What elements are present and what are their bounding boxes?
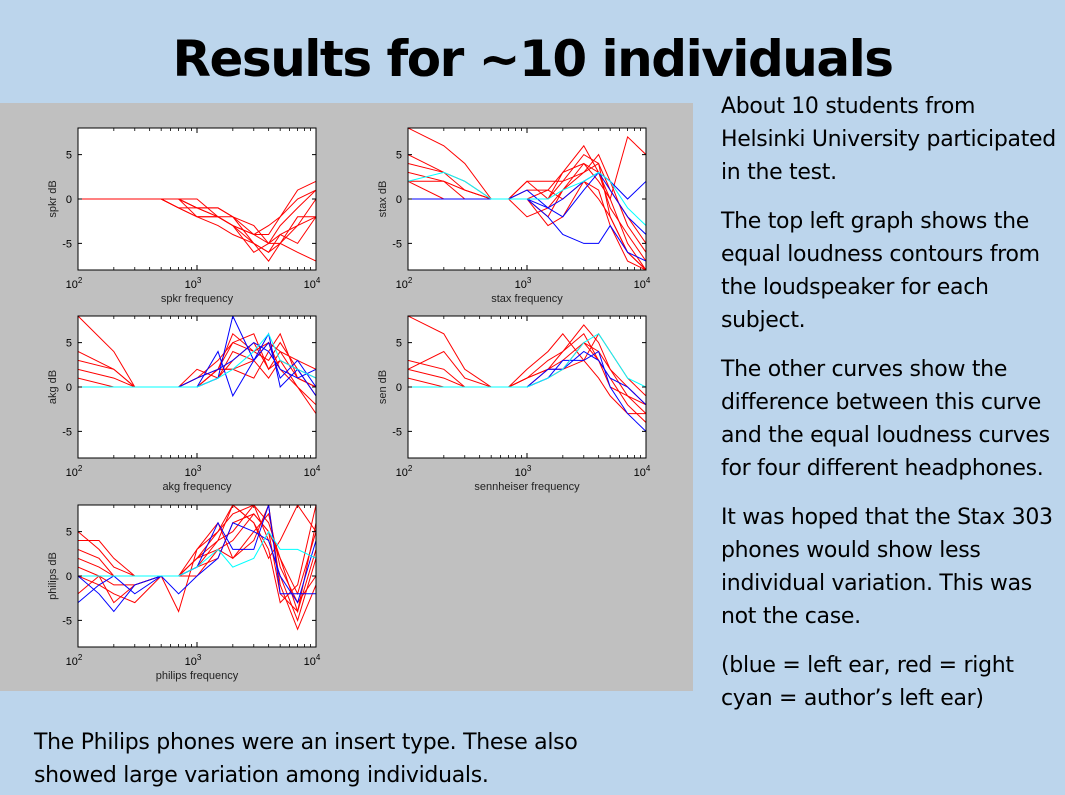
- chart-1-x-tick-label: 102: [66, 276, 83, 291]
- chart-1-y-tick-label: 0: [66, 194, 72, 206]
- chart-5-x-tick-label: 102: [66, 653, 83, 668]
- chart-2-x-tick-label: 102: [396, 276, 413, 291]
- chart-1-x-tick-label: 103: [185, 276, 202, 291]
- chart-3-series-author-11: [78, 332, 316, 388]
- chart-4-y-axis-label: sen dB: [377, 370, 389, 404]
- chart-2-x-tick-label: 104: [634, 276, 651, 291]
- chart-1-x-axis-label: spkr frequency: [161, 293, 234, 305]
- chart-2-y-axis-label: stax dB: [377, 181, 389, 218]
- chart-5-x-axis-label: philips frequency: [156, 670, 239, 682]
- chart-3-x-axis-label: akg frequency: [162, 481, 232, 493]
- chart-5-series-left-10: [78, 522, 316, 604]
- chart-4-y-tick-label: 5: [396, 338, 402, 350]
- chart-4-x-tick-label: 104: [634, 464, 651, 479]
- chart-5-x-tick-label: 103: [185, 653, 202, 668]
- chart-3-y-axis-label: akg dB: [47, 370, 59, 404]
- chart-5-series-author-11: [78, 530, 316, 577]
- chart-3-y-tick-label: 0: [66, 382, 72, 394]
- chart-2-x-tick-label: 103: [515, 276, 532, 291]
- chart-2-y-tick-label: 5: [396, 150, 402, 162]
- chart-3-x-tick-label: 102: [66, 464, 83, 479]
- paragraph-color-legend: (blue = left ear, red = right cyan = aut…: [721, 653, 1014, 711]
- paragraph-stax-hope: It was hoped that the Stax 303 phones wo…: [721, 505, 1053, 629]
- chart-3-x-tick-label: 103: [185, 464, 202, 479]
- paragraph-top-left-graph: The top left graph shows the equal loudn…: [721, 209, 1040, 333]
- chart-1-y-axis-label: spkr dB: [47, 180, 59, 217]
- philips-note: The Philips phones were an insert type. …: [34, 730, 578, 788]
- chart-3-y-tick-label: -5: [62, 426, 72, 438]
- chart-2-x-axis-label: stax frequency: [491, 293, 563, 305]
- chart-1-x-tick-label: 104: [304, 276, 321, 291]
- chart-2-y-tick-label: 0: [396, 194, 402, 206]
- paragraph-other-curves: The other curves show the difference bet…: [721, 357, 1050, 481]
- results-figure: -5 0 5 102 103 104 spkr frequency spkr dB -5 0 5 10…: [47, 127, 651, 682]
- chart-5-series-right-1: [78, 505, 316, 596]
- chart-4-y-tick-label: 0: [396, 382, 402, 394]
- chart-4-x-axis-label: sennheiser frequency: [474, 481, 580, 493]
- explanation-text: About 10 students from Helsinki Universi…: [721, 90, 1061, 731]
- chart-1-y-tick-label: 5: [66, 150, 72, 162]
- chart-4-x-tick-label: 102: [396, 464, 413, 479]
- chart-5-y-tick-label: -5: [62, 615, 72, 627]
- chart-4-series-right-1: [408, 316, 646, 415]
- figure-panel: -5 0 5 102 103 104 spkr frequency spkr dB -5 0 5 10…: [0, 103, 693, 691]
- paragraph-participants: About 10 students from Helsinki Universi…: [721, 94, 1056, 185]
- chart-5-y-axis-label: philips dB: [47, 552, 59, 600]
- chart-2-y-tick-label: -5: [392, 238, 402, 250]
- chart-5-y-tick-label: 5: [66, 527, 72, 539]
- chart-1-y-tick-label: -5: [62, 238, 72, 250]
- chart-5-series-right-8: [78, 513, 316, 614]
- chart-5-y-tick-label: 0: [66, 571, 72, 583]
- chart-2-series-author-12: [408, 171, 646, 226]
- chart-4-series-author-9: [408, 333, 646, 388]
- chart-3-x-tick-label: 104: [304, 464, 321, 479]
- chart-4-x-tick-label: 103: [515, 464, 532, 479]
- slide-title: Results for ~10 individuals: [172, 30, 894, 88]
- chart-1-series-right-8: [78, 198, 316, 253]
- chart-4-y-tick-label: -5: [392, 426, 402, 438]
- chart-5-x-tick-label: 104: [304, 653, 321, 668]
- chart-3-y-tick-label: 5: [66, 338, 72, 350]
- chart-5-series-left-9: [78, 505, 316, 613]
